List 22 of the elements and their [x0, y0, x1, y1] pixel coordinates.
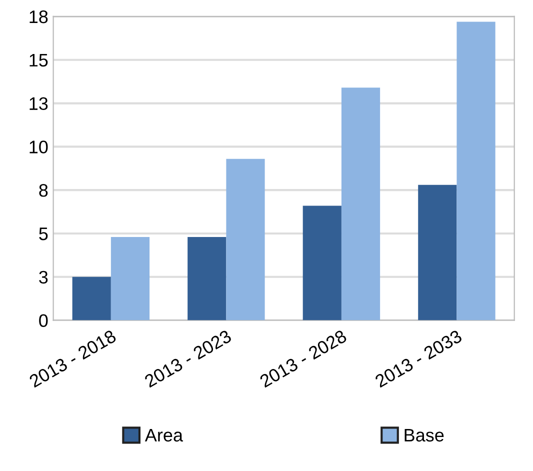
y-tick-label: 8: [39, 184, 48, 197]
x-tick-label: 2013 - 2033: [374, 329, 463, 388]
bar: [110, 236, 150, 320]
x-tick-label: 2013 - 2028: [259, 329, 348, 388]
bar: [341, 88, 380, 320]
x-tick-label: 2013 - 2018: [28, 329, 117, 388]
y-tick-label: 18: [30, 10, 48, 24]
legend-label: Base: [404, 428, 444, 442]
y-tick-label: 15: [30, 54, 48, 67]
bar: [226, 158, 265, 320]
legend-label: Area: [144, 428, 184, 442]
bar: [188, 236, 226, 320]
bar: [418, 184, 457, 320]
y-tick-label: 5: [39, 228, 48, 240]
bar: [72, 276, 111, 320]
y-tick-label: 13: [30, 97, 48, 110]
x-tick-label: 2013 - 2023: [144, 329, 232, 388]
bar: [302, 206, 342, 320]
y-tick-label: 10: [30, 140, 48, 154]
y-tick-label: 3: [39, 270, 48, 284]
bar: [456, 22, 496, 320]
y-tick-label: 0: [39, 314, 48, 327]
